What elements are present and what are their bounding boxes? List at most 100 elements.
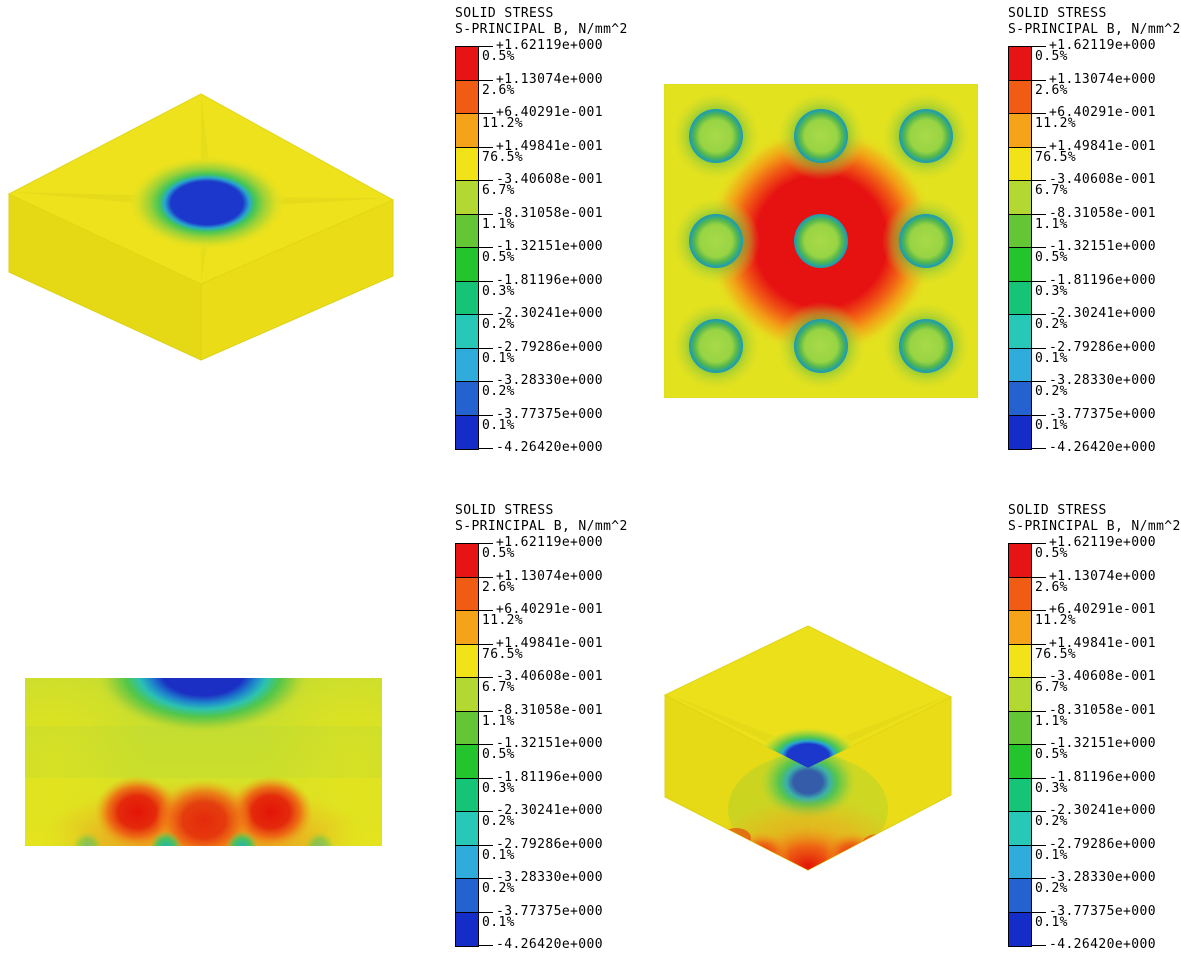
legend-color-band <box>456 912 478 946</box>
legend-color-band <box>1009 47 1031 81</box>
legend-boundary-value: +6.40291e-001 <box>496 105 603 120</box>
legend-band-percentage: 2.6% <box>1035 579 1068 595</box>
legend-tick <box>1032 777 1046 779</box>
legend-boundary-value: -3.28330e+000 <box>1049 373 1156 388</box>
legend-boundary-value: -3.77375e+000 <box>1049 406 1156 422</box>
legend-boundary-value: -8.31058e-001 <box>1049 702 1156 718</box>
stress-legend-top-right: SOLID STRESS S-PRINCIPAL B, N/mm^2 +1.62… <box>1008 6 1181 460</box>
legend-color-band <box>1009 577 1031 611</box>
legend-scale: +1.62119e+000 0.5% +1.13074e+000 2.6% +6.402… <box>1008 38 1181 460</box>
legend-tick <box>1032 811 1046 812</box>
legend-color-band <box>1009 281 1031 315</box>
legend-color-band <box>456 147 478 181</box>
legend-tick <box>1032 610 1046 611</box>
green-band <box>25 726 382 778</box>
legend-boundary-value: +1.13074e+000 <box>1049 568 1156 584</box>
legend-color-band <box>1009 678 1031 712</box>
legend-tick <box>479 448 493 449</box>
legend-band-percentage: 0.2% <box>1035 317 1068 332</box>
legend-color-band <box>1009 348 1031 382</box>
legend-band-percentage: 0.2% <box>482 317 515 332</box>
legend-color-band <box>1009 382 1031 416</box>
legend-tick <box>479 710 493 712</box>
legend-band-percentage: 76.5% <box>1035 149 1077 165</box>
legend-tick <box>1032 213 1046 215</box>
bolt-hole <box>899 109 953 163</box>
legend-boundary-value: -4.26420e+000 <box>1049 440 1156 455</box>
legend-boundary-value: +6.40291e-001 <box>496 602 603 617</box>
legend-band-percentage: 1.1% <box>1035 216 1068 232</box>
legend-color-band <box>456 80 478 114</box>
legend-band-percentage: 0.1% <box>482 350 515 366</box>
legend-color-band <box>456 114 478 148</box>
legend-title: SOLID STRESS <box>1008 6 1107 21</box>
legend-color-band <box>456 678 478 712</box>
legend-color-band <box>456 348 478 382</box>
legend-tick <box>1032 46 1046 47</box>
legend-band-percentage: 0.5% <box>1035 49 1068 64</box>
legend-boundary-value: -1.32151e+000 <box>496 239 603 254</box>
legend-band-percentage: 76.5% <box>482 646 524 662</box>
legend-scale: +1.62119e+000 0.5% +1.13074e+000 2.6% +6.402… <box>455 535 633 957</box>
bolt-hole <box>794 109 848 163</box>
bolt-hole <box>689 109 743 163</box>
legend-color-band <box>1009 147 1031 181</box>
legend-color-band <box>456 745 478 779</box>
legend-color-bar <box>455 543 479 947</box>
legend-scale: +1.62119e+000 0.5% +1.13074e+000 2.6% +6.402… <box>455 38 633 460</box>
legend-band-percentage: 0.5% <box>482 747 515 762</box>
legend-boundary-value: -3.28330e+000 <box>496 373 603 388</box>
legend-color-band <box>1009 544 1031 578</box>
legend-band-percentage: 11.2% <box>482 116 524 131</box>
legend-color-bar <box>1008 543 1032 947</box>
legend-tick <box>479 878 493 879</box>
legend-tick <box>1032 643 1046 645</box>
legend-band-percentage: 0.5% <box>482 250 515 265</box>
legend-color-band <box>1009 80 1031 114</box>
legend-color-band <box>1009 812 1031 846</box>
legend-band-percentage: 0.3% <box>1035 283 1068 299</box>
view-isometric-section <box>663 625 953 871</box>
legend-boundary-value: -1.32151e+000 <box>496 736 603 751</box>
legend-band-percentage: 0.5% <box>482 49 515 64</box>
legend-tick <box>1032 280 1046 282</box>
bolt-hole <box>689 214 743 268</box>
legend-tick <box>1032 844 1046 846</box>
legend-boundary-value: -8.31058e-001 <box>496 205 603 221</box>
legend-band-percentage: 0.2% <box>1035 384 1068 399</box>
legend-title: SOLID STRESS <box>455 503 554 518</box>
legend-color-band <box>1009 415 1031 449</box>
yellow-corner <box>320 814 382 846</box>
legend-boundary-value: -2.30241e+000 <box>496 306 603 321</box>
stress-red-center <box>156 780 252 846</box>
legend-boundary-value: +1.62119e+000 <box>496 38 603 53</box>
legend-tick <box>479 414 493 416</box>
legend-tick <box>1032 146 1046 148</box>
legend-tick <box>1032 576 1046 578</box>
legend-tick <box>479 543 493 544</box>
legend-band-percentage: 0.5% <box>482 546 515 561</box>
legend-tick <box>479 347 493 349</box>
legend-boundary-value: +1.62119e+000 <box>496 535 603 550</box>
legend-band-percentage: 11.2% <box>482 613 524 628</box>
legend-band-percentage: 0.2% <box>482 384 515 399</box>
legend-boundary-value: -2.79286e+000 <box>496 339 603 355</box>
legend-title: SOLID STRESS <box>455 6 554 21</box>
legend-band-percentage: 0.2% <box>482 881 515 896</box>
legend-boundary-value: +6.40291e-001 <box>1049 602 1156 617</box>
legend-band-percentage: 0.5% <box>1035 546 1068 561</box>
legend-subtitle: S-PRINCIPAL B, N/mm^2 <box>455 519 628 534</box>
legend-boundary-value: -3.77375e+000 <box>496 903 603 919</box>
legend-boundary-value: +1.49841e-001 <box>1049 138 1156 154</box>
legend-tick <box>1032 945 1046 946</box>
legend-band-percentage: 0.5% <box>1035 747 1068 762</box>
legend-tick <box>479 811 493 812</box>
stress-legend-bottom-left: SOLID STRESS S-PRINCIPAL B, N/mm^2 +1.62… <box>455 503 633 957</box>
legend-tick <box>1032 448 1046 449</box>
bottom-red-left <box>734 832 790 870</box>
legend-band-percentage: 0.3% <box>482 283 515 299</box>
legend-tick <box>1032 414 1046 416</box>
legend-color-band <box>1009 644 1031 678</box>
legend-tick <box>479 46 493 47</box>
legend-band-percentage: 6.7% <box>482 680 515 695</box>
